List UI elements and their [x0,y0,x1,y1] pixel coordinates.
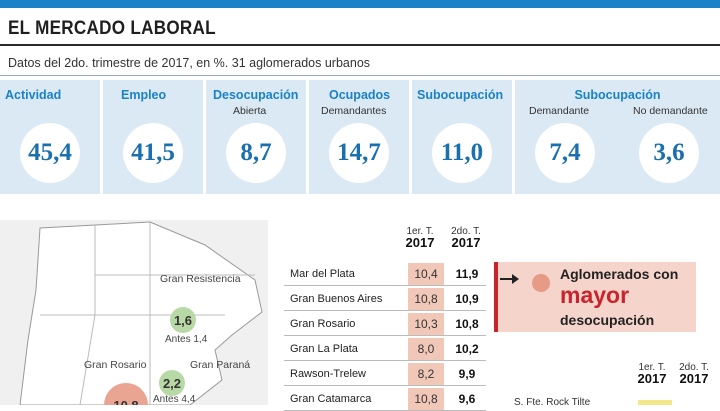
row-name: Rawson-Trelew [290,368,367,380]
title-divider [0,44,720,46]
stat-circle: 8,7 [226,123,286,183]
stat-circle: 45,4 [20,123,80,183]
map-province-lines [40,223,255,405]
row-value-t2: 11,9 [455,267,479,281]
table-row: Gran Catamarca 10,8 9,6 [284,388,486,411]
stat-value: 7,4 [549,139,581,166]
stats-row: Actividad 45,4 Empleo 41,5 Desocupación … [0,80,720,196]
table2-row-partial: S. Fte. Rock Tilte [514,397,591,408]
table-row: Rawson-Trelew 8,2 9,9 [284,363,486,386]
page-subtitle: Datos del 2do. trimestre de 2017, en %. … [8,56,371,70]
map-dot-parana: 2,2 [159,370,185,396]
map-label-resistencia: Gran Resistencia [160,273,241,285]
table-col2-year: 2017 [451,235,481,250]
callout-line1: Aglomerados con [560,266,679,282]
stat-label: Actividad [5,88,62,102]
map-dot-resistencia: 1,6 [170,307,196,333]
top-accent-bar [0,0,720,8]
stat-sublabel: Demandantes [321,105,387,117]
table2-col1-period: 1er. T. [638,362,666,373]
row-name: Gran La Plata [290,343,358,355]
stat-panel-subocupacion: Subocupación 11,0 [412,80,512,194]
row-value-t2: 9,6 [458,392,476,406]
row-name: Gran Catamarca [290,393,372,405]
stat-sublabel: Demandante [529,105,590,117]
stat-label: Empleo [121,88,167,102]
row-value-t2: 10,9 [455,292,479,306]
row-value-t2: 10,2 [455,342,479,356]
stat-panel-ocupados: Ocupados Demandantes 14,7 [309,80,409,194]
stat-panel-subocupacion-group: Subocupación Demandante No demandante 7,… [515,80,720,194]
stat-value: 11,0 [440,139,484,166]
table-col2-header: 2do. T. 2017 [448,226,484,250]
stat-label: Subocupación [417,88,504,102]
page-title: EL MERCADO LABORAL [8,18,216,39]
stat-label: Ocupados [329,88,391,102]
stat-circle: 41,5 [123,123,183,183]
table2-col1-year: 2017 [637,371,667,386]
row-name: Gran Rosario [290,318,356,330]
stat-sublabel: Abierta [233,105,267,117]
map-label-rosario: Gran Rosario [84,359,147,371]
table2-col2-year: 2017 [679,371,709,386]
stat-circle: 3,6 [639,123,699,183]
arrow-head-icon [512,274,519,284]
stat-value: 41,5 [131,139,175,166]
callout-box: Aglomerados con mayor desocupación [494,262,696,332]
map-dot-rosario: 10,8 [104,383,148,405]
argentina-map: Gran Resistencia 1,6 Antes 1,4 Gran Para… [0,220,268,405]
row-value-t1: 8,2 [408,363,444,385]
stat-value: 3,6 [653,139,685,166]
table-col1-year: 2017 [405,235,435,250]
table-col2-period: 2do. T. [451,226,481,237]
stat-circle: 7,4 [535,123,595,183]
stat-value: 45,4 [28,139,72,166]
map-antes-parana: Antes 4,4 [153,394,196,405]
subtitle-divider [0,75,720,76]
stat-panel-actividad: Actividad 45,4 [0,80,100,194]
map-land [19,221,263,405]
stat-value: 14,7 [337,139,381,166]
stat-panel-empleo: Empleo 41,5 [103,80,203,194]
arrow-right-icon [500,278,514,280]
map-svg [19,221,263,405]
row-value-t1: 10,3 [408,313,444,335]
table-col1-period: 1er. T. [406,226,434,237]
table-row: Gran Rosario 10,3 10,8 [284,313,486,336]
row-name: Mar del Plata [290,268,355,280]
table-row: Gran Buenos Aires 10,8 10,9 [284,288,486,311]
row-value-t1: 8,0 [408,338,444,360]
row-value-t1: 10,8 [408,288,444,310]
map-label-parana: Gran Paraná [190,359,251,371]
row-name: Gran Buenos Aires [290,293,383,305]
row-value-t1: 10,4 [408,263,444,285]
row-value-t2: 9,9 [458,367,476,381]
callout-line3: desocupación [560,312,655,328]
stat-label: Desocupación [213,88,299,102]
table-col1-header: 1er. T. 2017 [402,226,438,250]
table-row: Mar del Plata 10,4 11,9 [284,263,486,286]
row-value-t2: 10,8 [455,317,479,331]
table2-highlight-cell [638,400,672,405]
map-antes-resistencia: Antes 1,4 [165,334,208,345]
stat-circle: 11,0 [432,123,492,183]
stat-sublabel: No demandante [633,105,708,117]
table2-col2-period: 2do. T. [679,362,709,373]
stat-group-label: Subocupación [574,88,661,102]
table-row: Gran La Plata 8,0 10,2 [284,338,486,361]
stat-value: 8,7 [240,139,272,166]
row-value-t1: 10,8 [408,388,444,410]
table2-col1-header: 1er. T. 2017 [634,362,670,386]
stat-circle: 14,7 [329,123,389,183]
callout-line2: mayor [560,282,630,308]
stat-panel-desocupacion: Desocupación Abierta 8,7 [206,80,306,194]
callout-dot-icon [532,274,550,292]
table2-col2-header: 2do. T. 2017 [676,362,712,386]
